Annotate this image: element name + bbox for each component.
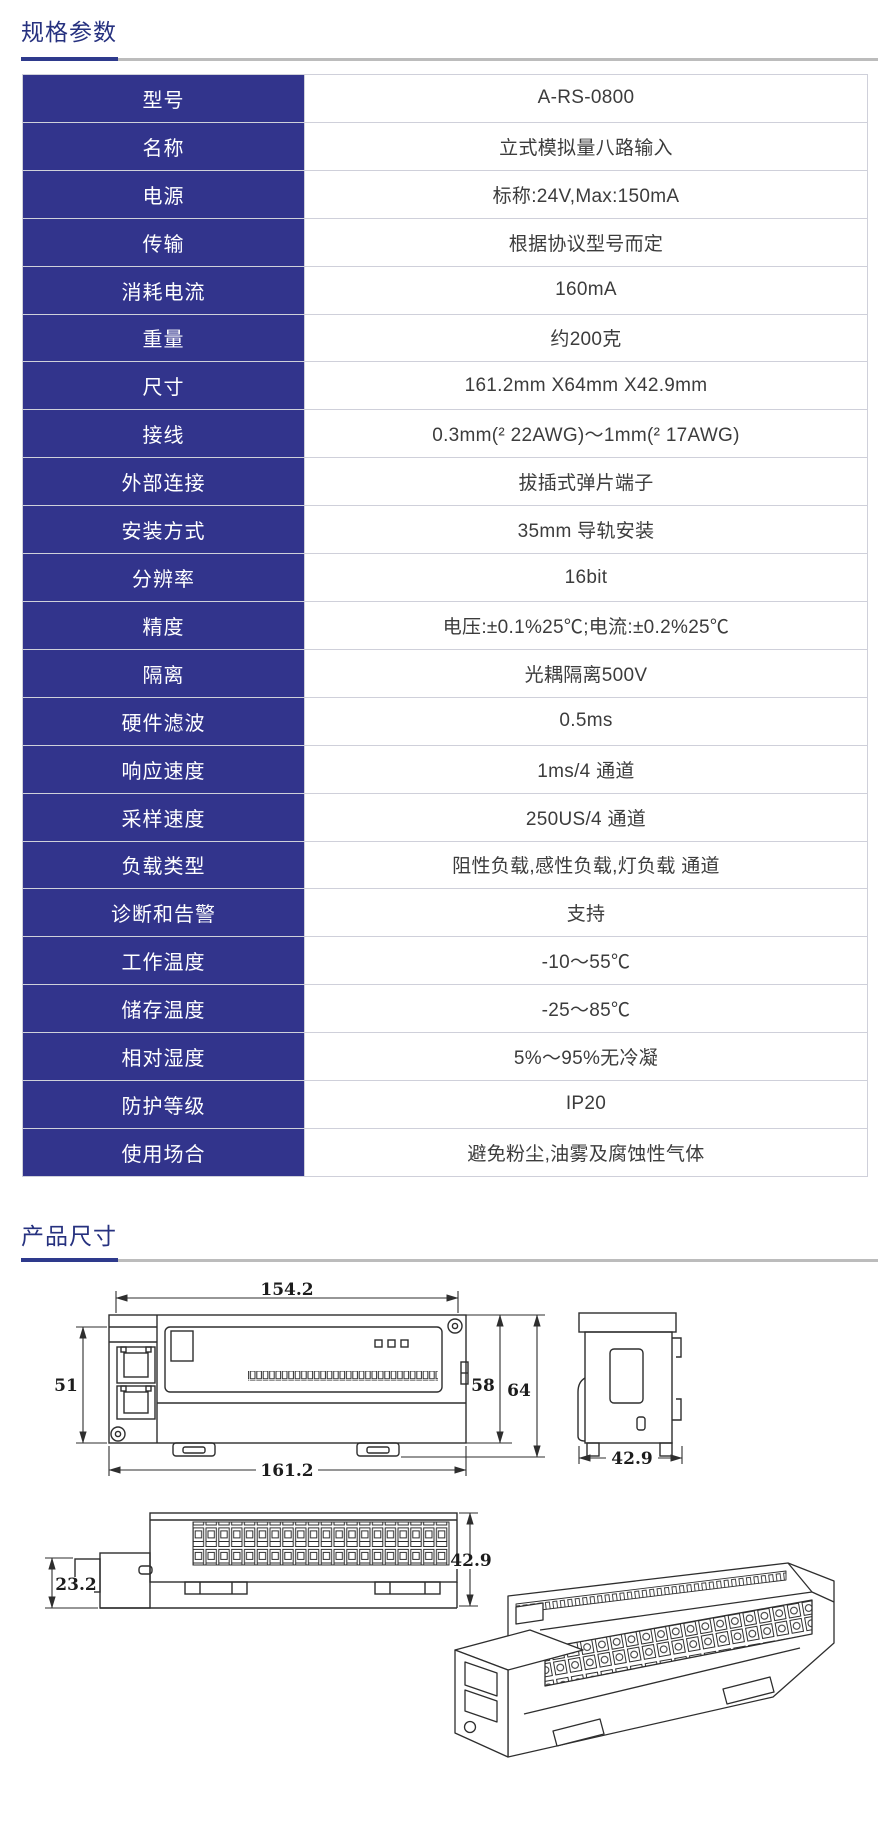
spec-row: 外部连接 拔插式弹片端子 xyxy=(22,457,868,507)
spec-label: 接线 xyxy=(22,409,305,459)
spec-row: 尺寸 161.2mm X64mm X42.9mm xyxy=(22,361,868,411)
dimension-drawings: 154.2 51 58 64 161.2 42.9 xyxy=(45,1280,835,1758)
spec-label: 电源 xyxy=(22,169,305,219)
spec-value: 250US/4 通道 xyxy=(304,792,868,842)
spec-label: 尺寸 xyxy=(22,361,305,411)
spec-row: 消耗电流 160mA xyxy=(22,265,868,315)
dim-label-topview-left: 23.2 xyxy=(55,1575,96,1595)
dim-label-front-right-outer: 64 xyxy=(507,1381,531,1401)
spec-value: A-RS-0800 xyxy=(304,74,868,123)
spec-label: 分辨率 xyxy=(22,553,305,602)
divider-accent-bar xyxy=(21,1258,118,1262)
spec-label: 储存温度 xyxy=(22,984,305,1034)
spec-row: 防护等级 IP20 xyxy=(22,1080,868,1129)
spec-value: 约200克 xyxy=(304,313,868,363)
spec-label: 硬件滤波 xyxy=(22,696,305,746)
spec-value: 立式模拟量八路输入 xyxy=(304,121,868,171)
spec-row: 工作温度 -10～55℃ xyxy=(22,936,868,986)
spec-label: 重量 xyxy=(22,313,305,363)
spec-row: 精度 电压:±0.1%25℃;电流:±0.2%25℃ xyxy=(22,600,868,650)
spec-label: 精度 xyxy=(22,600,305,650)
spec-row: 型号 A-RS-0800 xyxy=(22,74,868,123)
spec-value: 0.3mm(² 22AWG)～1mm(² 17AWG) xyxy=(304,409,868,459)
spec-section-divider xyxy=(21,57,878,61)
spec-row: 分辨率 16bit xyxy=(22,553,868,602)
spec-label: 传输 xyxy=(22,217,305,267)
spec-value: 16bit xyxy=(304,553,868,602)
spec-row: 重量 约200克 xyxy=(22,313,868,363)
spec-label: 隔离 xyxy=(22,648,305,698)
spec-value: 拔插式弹片端子 xyxy=(304,457,868,507)
spec-row: 名称 立式模拟量八路输入 xyxy=(22,121,868,171)
spec-row: 电源 标称:24V,Max:150mA xyxy=(22,169,868,219)
spec-value: 0.5ms xyxy=(304,696,868,746)
spec-label: 防护等级 xyxy=(22,1080,305,1129)
spec-value: IP20 xyxy=(304,1080,868,1129)
spec-value: -25～85℃ xyxy=(304,984,868,1034)
spec-label: 工作温度 xyxy=(22,936,305,986)
spec-value: 支持 xyxy=(304,888,868,938)
spec-table: 型号 A-RS-0800 名称 立式模拟量八路输入 电源 标称:24V,Max:150mA… xyxy=(22,74,868,1178)
top-view-drawing xyxy=(74,1512,458,1609)
dim-label-front-top: 154.2 xyxy=(260,1280,313,1300)
spec-label: 型号 xyxy=(22,74,305,123)
spec-row: 使用场合 避免粉尘,油雾及腐蚀性气体 xyxy=(22,1127,868,1178)
dim-label-front-left: 51 xyxy=(54,1376,78,1396)
dim-label-front-bottom: 161.2 xyxy=(260,1461,313,1481)
spec-label: 采样速度 xyxy=(22,792,305,842)
spec-row: 储存温度 -25～85℃ xyxy=(22,984,868,1034)
spec-value: 避免粉尘,油雾及腐蚀性气体 xyxy=(304,1127,868,1178)
dim-section-title: 产品尺寸 xyxy=(21,1223,117,1249)
spec-label: 相对湿度 xyxy=(22,1032,305,1082)
spec-row: 负载类型 阻性负载,感性负载,灯负载 通道 xyxy=(22,840,868,890)
divider-gray-line xyxy=(118,1259,878,1262)
spec-row: 接线 0.3mm(² 22AWG)～1mm(² 17AWG) xyxy=(22,409,868,459)
spec-row: 相对湿度 5%～95%无冷凝 xyxy=(22,1032,868,1082)
spec-label: 响应速度 xyxy=(22,744,305,794)
spec-value: 160mA xyxy=(304,265,868,315)
spec-row: 响应速度 1ms/4 通道 xyxy=(22,744,868,794)
spec-row: 诊断和告警 支持 xyxy=(22,888,868,938)
spec-value: 161.2mm X64mm X42.9mm xyxy=(304,361,868,411)
spec-label: 诊断和告警 xyxy=(22,888,305,938)
spec-value: 1ms/4 通道 xyxy=(304,744,868,794)
spec-value: -10～55℃ xyxy=(304,936,868,986)
spec-value: 电压:±0.1%25℃;电流:±0.2%25℃ xyxy=(304,600,868,650)
spec-value: 标称:24V,Max:150mA xyxy=(304,169,868,219)
spec-value: 5%～95%无冷凝 xyxy=(304,1032,868,1082)
spec-table-body: 型号 A-RS-0800 名称 立式模拟量八路输入 电源 标称:24V,Max:150mA… xyxy=(22,74,868,1178)
dim-label-front-right-inner: 58 xyxy=(471,1376,495,1396)
dim-label-side-width: 42.9 xyxy=(611,1449,652,1469)
spec-value: 光耦隔离500V xyxy=(304,648,868,698)
spec-row: 隔离 光耦隔离500V xyxy=(22,648,868,698)
spec-value: 阻性负载,感性负载,灯负载 通道 xyxy=(304,840,868,890)
dim-label-topview-right: 42.9 xyxy=(450,1551,491,1571)
spec-label: 名称 xyxy=(22,121,305,171)
spec-value: 35mm 导轨安装 xyxy=(304,505,868,555)
side-view-drawing xyxy=(577,1312,682,1457)
divider-accent-bar xyxy=(21,57,118,61)
front-view-drawing xyxy=(108,1314,469,1457)
spec-label: 安装方式 xyxy=(22,505,305,555)
spec-label: 使用场合 xyxy=(22,1127,305,1178)
spec-row: 采样速度 250US/4 通道 xyxy=(22,792,868,842)
spec-row: 硬件滤波 0.5ms xyxy=(22,696,868,746)
iso-view-drawing xyxy=(454,1562,835,1758)
top-view-dimensions xyxy=(45,1512,492,1609)
spec-label: 消耗电流 xyxy=(22,265,305,315)
spec-label: 负载类型 xyxy=(22,840,305,890)
spec-value: 根据协议型号而定 xyxy=(304,217,868,267)
front-view-dimensions xyxy=(76,1291,545,1476)
dim-section-divider xyxy=(21,1258,878,1262)
side-view-dimensions xyxy=(578,1446,683,1464)
spec-label: 外部连接 xyxy=(22,457,305,507)
spec-row: 安装方式 35mm 导轨安装 xyxy=(22,505,868,555)
spec-section-title: 规格参数 xyxy=(21,19,117,45)
divider-gray-line xyxy=(118,58,878,61)
spec-row: 传输 根据协议型号而定 xyxy=(22,217,868,267)
